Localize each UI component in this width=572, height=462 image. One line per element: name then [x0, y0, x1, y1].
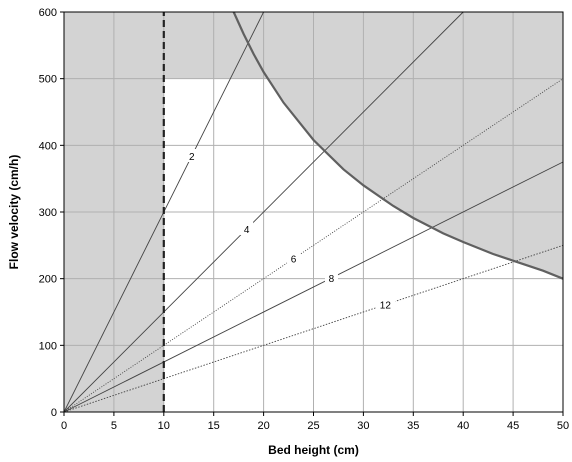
line-label-bg — [287, 251, 301, 265]
series-line-6 — [63, 78, 564, 413]
line-label-6: 6 — [291, 255, 297, 266]
y-tick-label: 300 — [39, 207, 57, 219]
line-label-4: 4 — [244, 225, 250, 236]
line-label-bg — [324, 271, 338, 284]
y-tick-label: 500 — [39, 74, 57, 86]
series-lines — [63, 11, 564, 413]
series-line-12 — [63, 244, 564, 413]
x-tick-label: 0 — [61, 420, 67, 432]
limit-curve — [232, 11, 564, 280]
y-tick-label: 100 — [39, 340, 57, 352]
y-tick-label: 200 — [39, 274, 57, 286]
x-tick-label: 5 — [111, 420, 117, 432]
y-tick-label: 0 — [51, 407, 57, 419]
y-tick-label: 400 — [39, 140, 57, 152]
x-axis-title: Bed height (cm) — [268, 443, 359, 457]
line-label-bg — [185, 149, 199, 162]
pressure-limit-curve — [232, 11, 564, 280]
line-label-bg — [240, 222, 254, 235]
y-axis-title: Flow velocity (cm/h) — [7, 155, 21, 270]
x-axis-ticks: 0 5 10 15 20 25 30 35 40 45 50 — [61, 412, 569, 432]
y-tick-label: 600 — [39, 7, 57, 19]
x-tick-label: 35 — [407, 420, 419, 432]
series-line-4 — [63, 11, 464, 413]
x-tick-label: 30 — [357, 420, 369, 432]
x-tick-label: 15 — [208, 420, 220, 432]
series-line-8 — [63, 161, 564, 413]
x-tick-label: 45 — [507, 420, 519, 432]
x-tick-label: 10 — [158, 420, 170, 432]
x-tick-label: 40 — [457, 420, 469, 432]
line-label-2: 2 — [189, 152, 195, 163]
x-tick-label: 20 — [257, 420, 269, 432]
y-axis-ticks: 0 100 200 300 400 500 600 — [39, 7, 64, 419]
line-label-8: 8 — [329, 274, 335, 285]
x-tick-label: 50 — [557, 420, 569, 432]
x-tick-label: 25 — [307, 420, 319, 432]
line-label-12: 12 — [380, 301, 392, 312]
line-label-bg — [375, 297, 396, 311]
line-labels: 2 4 6 8 12 — [185, 149, 396, 312]
